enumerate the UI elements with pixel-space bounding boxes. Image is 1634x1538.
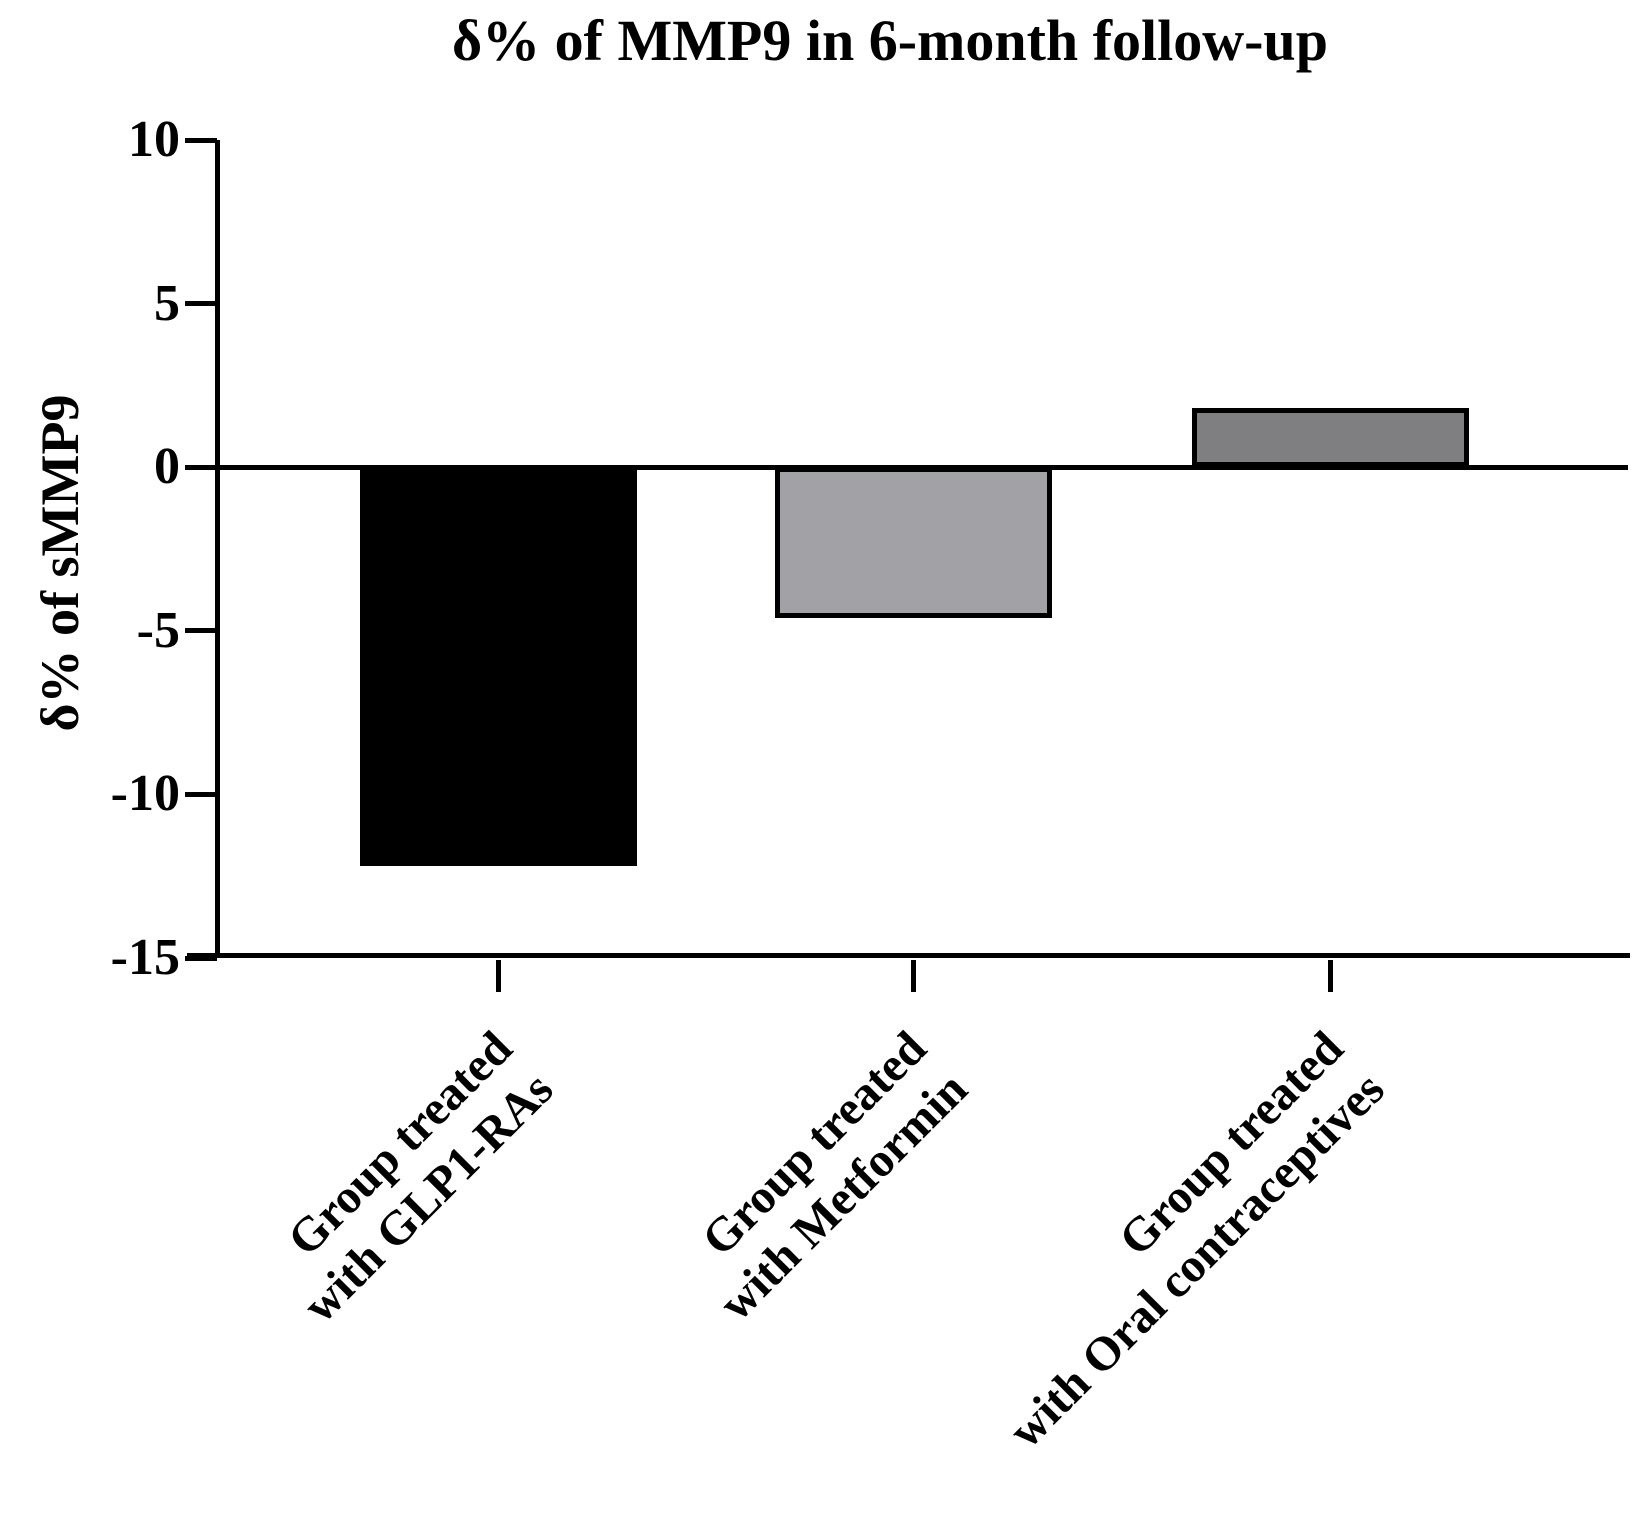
y-tick-mark	[185, 791, 217, 797]
x-axis-category-label: Group treated with Oral contraceptives	[957, 1020, 1397, 1460]
y-tick-mark	[185, 955, 217, 961]
y-tick-mark	[185, 628, 217, 634]
y-tick-label: -15	[110, 929, 180, 986]
y-tick-label: -10	[110, 765, 180, 823]
x-tick-mark	[1327, 960, 1333, 992]
x-tick-mark	[910, 960, 916, 992]
x-axis-category-label: Group treated with GLP1-RAs	[250, 1020, 565, 1335]
y-tick-label: 0	[154, 438, 180, 496]
chart-title: δ% of MMP9 in 6-month follow-up	[452, 8, 1328, 73]
y-axis-line	[215, 140, 220, 958]
plot-area: 10 5 0 -5 -10 -15 Group treated with GLP1-RAs Gr…	[111, 111, 1630, 1458]
x-axis-category-label: Group treated with Metformin	[667, 1020, 980, 1333]
y-tick-mark	[185, 137, 217, 143]
y-tick-label: 10	[128, 111, 180, 168]
y-tick-mark	[185, 464, 217, 470]
bar-2	[774, 467, 1052, 618]
y-tick-mark	[185, 301, 217, 307]
x-axis-line	[187, 953, 1630, 958]
bar-1	[359, 467, 637, 867]
x-label-line: with Oral contraceptives	[999, 1062, 1395, 1459]
x-label-line: Group treated	[1109, 1021, 1354, 1266]
x-tick-mark	[495, 960, 501, 992]
y-tick-label: 5	[154, 274, 180, 332]
bar-3	[1191, 408, 1469, 468]
y-tick-label: -5	[136, 601, 180, 659]
